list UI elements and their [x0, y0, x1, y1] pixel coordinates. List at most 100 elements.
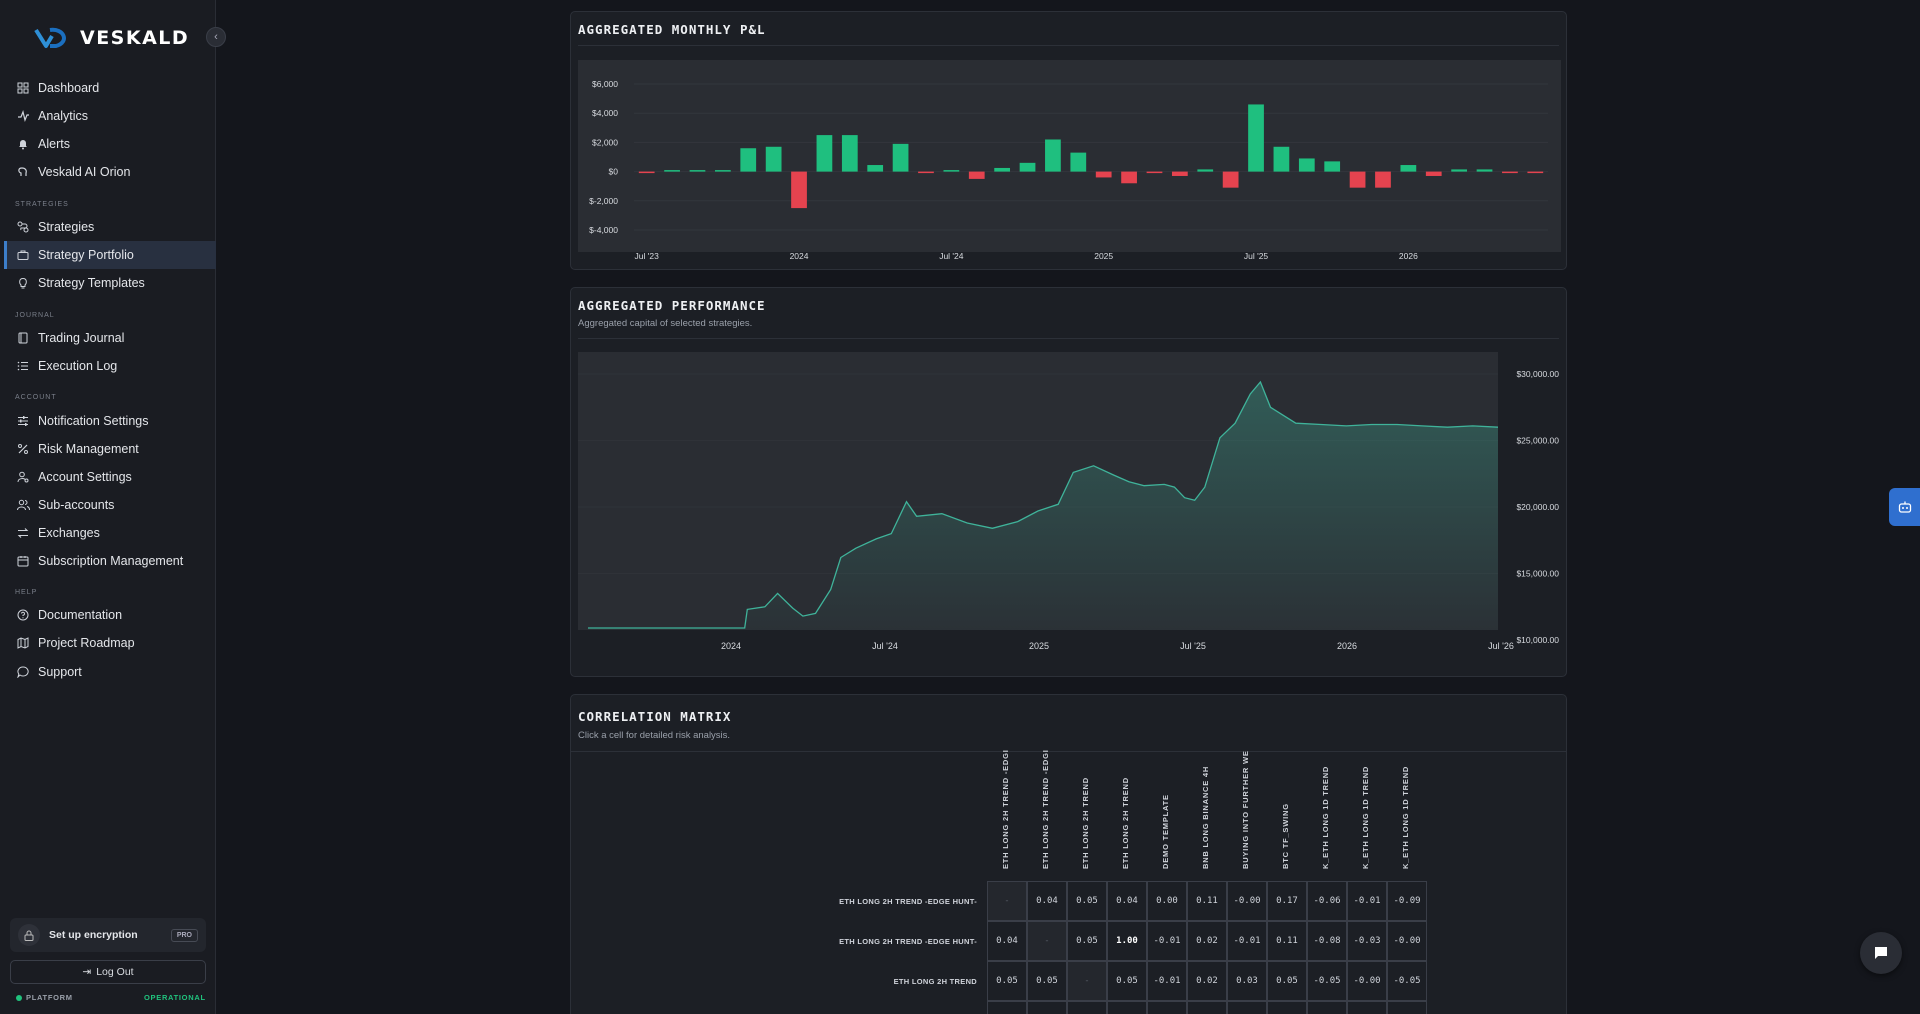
- pnl-bar[interactable]: [816, 135, 833, 172]
- pnl-bar[interactable]: [664, 170, 680, 172]
- collapse-sidebar-button[interactable]: ‹: [206, 27, 226, 47]
- matrix-cell[interactable]: 0.00: [1147, 881, 1187, 921]
- pnl-bar[interactable]: [791, 171, 807, 209]
- pnl-bar[interactable]: [867, 165, 884, 172]
- sidebar-item-analytics[interactable]: Analytics: [4, 102, 216, 130]
- pnl-bar[interactable]: [740, 148, 757, 172]
- matrix-cell[interactable]: -0.01: [1147, 921, 1187, 961]
- pnl-bar[interactable]: [892, 143, 909, 172]
- pnl-bar[interactable]: [1324, 161, 1341, 172]
- pnl-bar[interactable]: [1349, 171, 1366, 188]
- matrix-cell[interactable]: [1067, 1001, 1107, 1014]
- matrix-cell[interactable]: [1027, 1001, 1067, 1014]
- matrix-cell[interactable]: 1.00: [1107, 921, 1147, 961]
- pnl-bar[interactable]: [1197, 169, 1214, 172]
- pnl-bar[interactable]: [1121, 171, 1137, 184]
- pnl-bar[interactable]: [1451, 169, 1468, 172]
- pnl-bar[interactable]: [994, 167, 1011, 172]
- pnl-bar[interactable]: [689, 170, 706, 172]
- sidebar-item-strategies[interactable]: Strategies: [4, 213, 216, 241]
- pnl-bar[interactable]: [1375, 171, 1391, 188]
- matrix-cell[interactable]: 0.05: [1067, 881, 1107, 921]
- equity-line[interactable]: [588, 380, 1499, 629]
- matrix-cell[interactable]: 0.05: [1107, 961, 1147, 1001]
- matrix-cell[interactable]: [1107, 1001, 1147, 1014]
- matrix-cell[interactable]: -0.01: [1147, 961, 1187, 1001]
- matrix-cell[interactable]: -0.05: [1387, 961, 1427, 1001]
- matrix-cell[interactable]: -0.06: [1307, 881, 1347, 921]
- matrix-cell[interactable]: -0.03: [1347, 921, 1387, 961]
- matrix-cell[interactable]: -: [987, 881, 1027, 921]
- matrix-cell[interactable]: [987, 1001, 1027, 1014]
- pnl-bar[interactable]: [765, 146, 782, 172]
- pnl-bar[interactable]: [1222, 171, 1239, 188]
- sidebar-item-execution-log[interactable]: Execution Log: [4, 352, 216, 380]
- matrix-cell[interactable]: -0.08: [1307, 921, 1347, 961]
- matrix-cell[interactable]: 0.04: [1027, 881, 1067, 921]
- matrix-cell[interactable]: 0.11: [1187, 881, 1227, 921]
- matrix-cell[interactable]: 0.17: [1267, 881, 1307, 921]
- brand-logo[interactable]: VESKALD: [34, 26, 189, 50]
- sidebar-item-strategy-templates[interactable]: Strategy Templates: [4, 269, 216, 297]
- sidebar-item-subscription-management[interactable]: Subscription Management: [4, 547, 216, 575]
- sidebar-item-dashboard[interactable]: Dashboard: [4, 74, 216, 102]
- pnl-bar[interactable]: [1070, 152, 1087, 172]
- sidebar-item-account-settings[interactable]: Account Settings: [4, 463, 216, 491]
- matrix-cell[interactable]: [1227, 1001, 1267, 1014]
- sidebar-item-sub-accounts[interactable]: Sub-accounts: [4, 491, 216, 519]
- pnl-bar[interactable]: [1425, 171, 1442, 176]
- pnl-bar[interactable]: [1476, 169, 1493, 172]
- matrix-cell[interactable]: 0.04: [1107, 881, 1147, 921]
- pnl-bar[interactable]: [943, 170, 960, 172]
- sidebar-item-notification-settings[interactable]: Notification Settings: [4, 407, 216, 435]
- pnl-bar[interactable]: [1045, 139, 1061, 172]
- pnl-bar[interactable]: [1298, 158, 1315, 172]
- pnl-bar[interactable]: [1400, 165, 1417, 172]
- matrix-cell[interactable]: 0.11: [1267, 921, 1307, 961]
- sidebar-item-documentation[interactable]: Documentation: [4, 601, 216, 629]
- sidebar-item-support[interactable]: Support: [4, 658, 216, 686]
- pnl-bar[interactable]: [1248, 104, 1264, 172]
- pnl-bar[interactable]: [1502, 171, 1518, 174]
- matrix-cell[interactable]: [1307, 1001, 1347, 1014]
- sidebar-item-project-roadmap[interactable]: Project Roadmap: [4, 629, 216, 657]
- pnl-bar[interactable]: [968, 171, 985, 179]
- pnl-bar[interactable]: [1527, 171, 1544, 174]
- performance-line-chart[interactable]: $30,000.00 $25,000.00 $20,000.00 $15,000.00…: [578, 352, 1561, 672]
- pnl-bar[interactable]: [1273, 146, 1290, 172]
- matrix-cell[interactable]: 0.04: [987, 921, 1027, 961]
- matrix-cell[interactable]: -0.09: [1387, 881, 1427, 921]
- sidebar-item-strategy-portfolio[interactable]: Strategy Portfolio: [4, 241, 216, 269]
- live-chat-button[interactable]: [1860, 932, 1902, 974]
- logout-button[interactable]: ⇥ Log Out: [10, 960, 206, 984]
- pnl-bar[interactable]: [841, 135, 858, 172]
- matrix-cell[interactable]: 0.05: [1267, 961, 1307, 1001]
- matrix-cell[interactable]: 0.02: [1187, 961, 1227, 1001]
- matrix-cell[interactable]: -0.00: [1347, 961, 1387, 1001]
- matrix-cell[interactable]: 0.05: [1027, 961, 1067, 1001]
- matrix-cell[interactable]: 0.05: [987, 961, 1027, 1001]
- pnl-bar[interactable]: [638, 171, 655, 174]
- sidebar-item-exchanges[interactable]: Exchanges: [4, 519, 216, 547]
- matrix-cell[interactable]: -0.01: [1227, 921, 1267, 961]
- pnl-bar[interactable]: [1146, 171, 1163, 174]
- sidebar-item-alerts[interactable]: Alerts: [4, 130, 216, 158]
- matrix-cell[interactable]: -0.00: [1227, 881, 1267, 921]
- matrix-cell[interactable]: [1347, 1001, 1387, 1014]
- matrix-cell[interactable]: -: [1067, 961, 1107, 1001]
- pnl-bar-chart[interactable]: $6,000 $4,000 $2,000 $0 $-2,000 $-4,000 Jul '2…: [578, 60, 1561, 264]
- pnl-bar[interactable]: [1019, 162, 1036, 172]
- sidebar-item-trading-journal[interactable]: Trading Journal: [4, 324, 216, 352]
- matrix-cell[interactable]: [1387, 1001, 1427, 1014]
- setup-encryption-button[interactable]: Set up encryption PRO: [10, 918, 206, 952]
- matrix-cell[interactable]: -0.01: [1347, 881, 1387, 921]
- pnl-bar[interactable]: [714, 170, 731, 172]
- pnl-bar[interactable]: [918, 171, 934, 174]
- matrix-cell[interactable]: -0.05: [1307, 961, 1347, 1001]
- matrix-cell[interactable]: 0.03: [1227, 961, 1267, 1001]
- matrix-cell[interactable]: [1147, 1001, 1187, 1014]
- matrix-cell[interactable]: 0.02: [1187, 921, 1227, 961]
- ai-assistant-button[interactable]: [1889, 488, 1920, 526]
- matrix-cell[interactable]: 0.05: [1067, 921, 1107, 961]
- sidebar-item-veskald-ai-orion[interactable]: Veskald AI Orion: [4, 158, 216, 186]
